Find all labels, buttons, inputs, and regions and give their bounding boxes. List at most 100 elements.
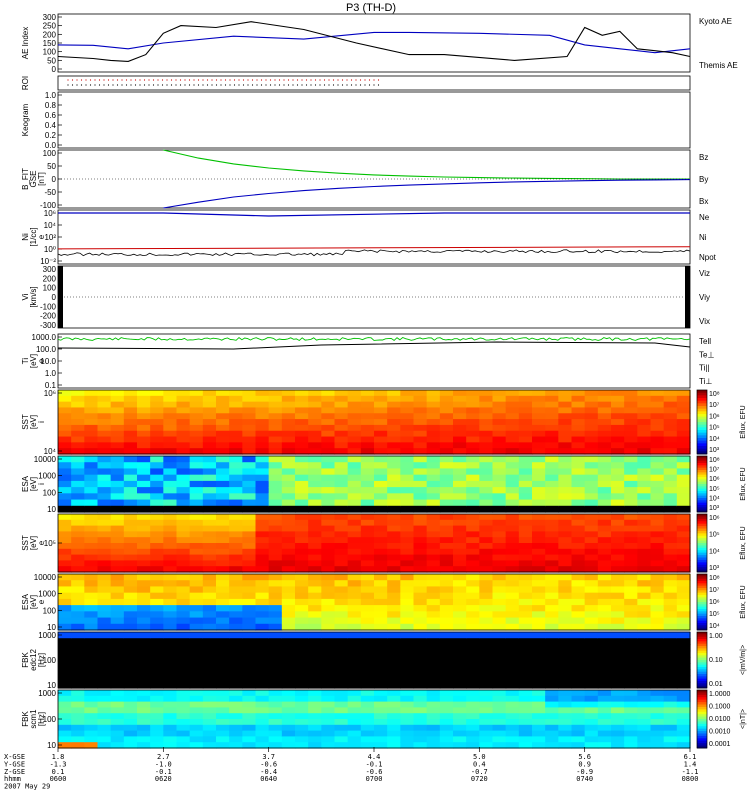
heatmap-cell bbox=[387, 487, 401, 494]
heatmap-cell bbox=[58, 499, 72, 507]
heatmap-cell bbox=[532, 719, 546, 726]
heatmap-cell bbox=[163, 586, 178, 594]
heatmap-cell bbox=[505, 580, 520, 588]
heatmap-cell bbox=[360, 514, 375, 521]
colorbar-tick-label: 0.0001 bbox=[709, 741, 731, 748]
heatmap-cell bbox=[97, 519, 112, 527]
heatmap-cell bbox=[268, 531, 283, 538]
heatmap-cell bbox=[123, 514, 138, 521]
heatmap-cell bbox=[532, 617, 546, 625]
heatmap-cell bbox=[97, 390, 112, 397]
roi-marker bbox=[157, 79, 159, 81]
x-axis-value: 0700 bbox=[366, 775, 383, 783]
heatmap-cell bbox=[110, 736, 125, 743]
heatmap-cell bbox=[295, 611, 309, 619]
heatmap-cell bbox=[281, 505, 296, 513]
heatmap-cell bbox=[545, 430, 559, 438]
heatmap-cell bbox=[229, 468, 243, 476]
heatmap-cell bbox=[571, 605, 586, 612]
heatmap-cell bbox=[400, 430, 415, 438]
heatmap-cell bbox=[295, 638, 309, 646]
colorbar-swatch bbox=[697, 509, 707, 513]
heatmap-cell bbox=[545, 730, 559, 737]
heatmap-cell bbox=[123, 537, 138, 544]
colorbar-swatch bbox=[697, 643, 707, 647]
heatmap-cell bbox=[321, 675, 336, 683]
heatmap-cell bbox=[58, 623, 72, 631]
heatmap-cell bbox=[571, 730, 586, 737]
heatmap-cell bbox=[97, 566, 112, 573]
heatmap-cell bbox=[479, 413, 494, 420]
heatmap-cell bbox=[308, 707, 322, 714]
heatmap-cell bbox=[426, 574, 441, 581]
heatmap-cell bbox=[347, 724, 362, 732]
heatmap-cell bbox=[189, 695, 204, 703]
heatmap-cell bbox=[492, 724, 507, 732]
heatmap-cell bbox=[584, 707, 599, 714]
heatmap-cell bbox=[611, 419, 625, 426]
heatmap-cell bbox=[150, 675, 164, 683]
heatmap-cell bbox=[479, 514, 494, 521]
heatmap-cell bbox=[545, 586, 559, 594]
roi-marker bbox=[274, 79, 276, 81]
heatmap-cell bbox=[597, 695, 612, 703]
heatmap-cell bbox=[426, 436, 441, 443]
heatmap-cell bbox=[558, 519, 573, 527]
heatmap-cell bbox=[571, 442, 586, 449]
heatmap-cell bbox=[308, 514, 322, 521]
heatmap-cell bbox=[611, 390, 625, 397]
x-axis-value: 0620 bbox=[155, 775, 172, 783]
heatmap-cell bbox=[281, 424, 296, 432]
heatmap-cell bbox=[58, 742, 72, 749]
heatmap-cell bbox=[439, 736, 454, 743]
heatmap-cell bbox=[558, 742, 573, 749]
heatmap-cell bbox=[242, 493, 257, 501]
heatmap-cell bbox=[229, 514, 243, 521]
heatmap-cell bbox=[84, 480, 99, 488]
heatmap-cell bbox=[558, 644, 573, 652]
heatmap-cell bbox=[571, 632, 586, 639]
heatmap-cell bbox=[347, 493, 362, 501]
heatmap-cell bbox=[71, 566, 85, 573]
colorbar-tick-label: 10⁸ bbox=[709, 391, 720, 398]
colorbar-swatch bbox=[697, 523, 707, 527]
heatmap-cell bbox=[321, 424, 336, 432]
heatmap-cell bbox=[347, 663, 362, 670]
heatmap-cell bbox=[571, 742, 586, 749]
colorbar-swatch bbox=[697, 435, 707, 439]
heatmap-cell bbox=[229, 695, 243, 703]
heatmap-cell bbox=[242, 632, 257, 639]
series-line-ti-par bbox=[57, 336, 691, 342]
y-axis-label: Keogram bbox=[21, 103, 30, 136]
heatmap-cell bbox=[216, 390, 230, 397]
heatmap-cell bbox=[492, 493, 507, 501]
heatmap-cell bbox=[97, 638, 112, 646]
heatmap-cell bbox=[439, 650, 454, 658]
heatmap-cell bbox=[123, 713, 138, 720]
heatmap-cell bbox=[242, 499, 257, 507]
heatmap-cell bbox=[479, 462, 494, 470]
heatmap-cell bbox=[453, 499, 467, 507]
heatmap-cell bbox=[150, 560, 164, 567]
heatmap-cell bbox=[505, 537, 520, 544]
heatmap-cell bbox=[426, 669, 441, 677]
heatmap-cell bbox=[150, 456, 164, 463]
heatmap-cell bbox=[374, 560, 388, 567]
heatmap-cell bbox=[532, 695, 546, 703]
heatmap-cell bbox=[150, 499, 164, 507]
heatmap-cell bbox=[189, 487, 204, 494]
colorbar-swatch bbox=[697, 634, 707, 638]
heatmap-cell bbox=[281, 430, 296, 438]
heatmap-cell bbox=[663, 395, 678, 403]
heatmap-cell bbox=[71, 401, 85, 409]
heatmap-cell bbox=[374, 514, 388, 521]
heatmap-cell bbox=[110, 442, 125, 449]
heatmap-cell bbox=[676, 531, 691, 538]
heatmap-cell bbox=[229, 505, 243, 513]
heatmap-cell bbox=[360, 611, 375, 619]
heatmap-cell bbox=[374, 656, 388, 664]
heatmap-cell bbox=[58, 525, 72, 532]
heatmap-cell bbox=[360, 566, 375, 573]
heatmap-cell bbox=[176, 611, 191, 619]
heatmap-cell bbox=[597, 632, 612, 639]
